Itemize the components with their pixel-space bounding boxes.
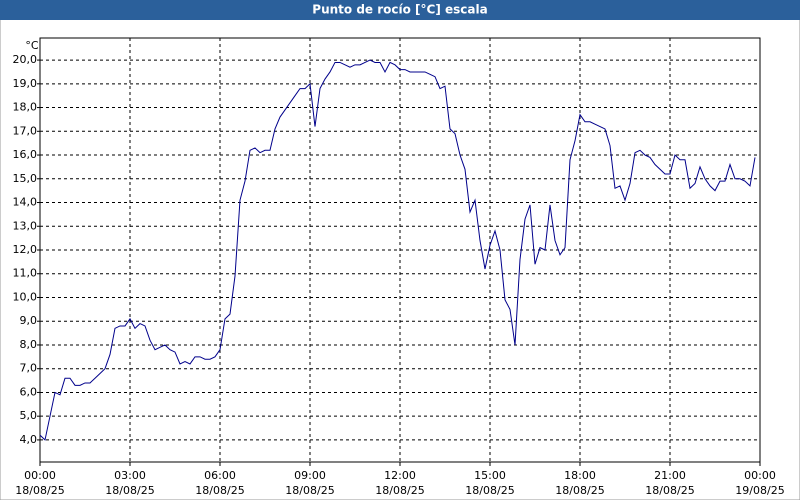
x-tick-date: 18/08/25	[375, 484, 424, 497]
y-tick-label: 11,0	[13, 267, 38, 280]
x-tick-label: 00:00	[24, 469, 56, 482]
y-tick-label: 10,0	[13, 290, 38, 303]
x-tick-label: 00:00	[744, 469, 776, 482]
x-tick-date: 18/08/25	[555, 484, 604, 497]
x-tick-label: 06:00	[204, 469, 236, 482]
x-tick-label: 18:00	[564, 469, 596, 482]
x-tick-date: 18/08/25	[15, 484, 64, 497]
data-line	[39, 59, 756, 441]
x-tick-label: 21:00	[654, 469, 686, 482]
x-tick-date: 18/08/25	[465, 484, 514, 497]
y-tick-label: 12,0	[13, 243, 38, 256]
y-tick-label: 13,0	[13, 219, 38, 232]
chart-title: Punto de rocío [°C] escala	[312, 3, 487, 17]
x-tick-date: 18/08/25	[645, 484, 694, 497]
y-tick-label: 8,0	[20, 338, 38, 351]
x-tick-label: 15:00	[474, 469, 506, 482]
title-bar	[0, 0, 800, 20]
plot-border	[39, 37, 761, 463]
y-tick-label: 14,0	[13, 196, 38, 209]
y-tick-label: 5,0	[20, 409, 38, 422]
x-tick-date: 18/08/25	[105, 484, 154, 497]
y-tick-label: 15,0	[13, 172, 38, 185]
x-tick-label: 09:00	[294, 469, 326, 482]
y-tick-label: 4,0	[20, 433, 38, 446]
y-tick-label: 16,0	[13, 148, 38, 161]
y-tick-label: 20,0	[13, 53, 38, 66]
y-tick-label: 17,0	[13, 124, 38, 137]
x-tick-date: 18/08/25	[195, 484, 244, 497]
y-tick-label: 18,0	[13, 101, 38, 114]
x-tick-date: 19/08/25	[735, 484, 784, 497]
x-tick-label: 03:00	[114, 469, 146, 482]
x-tick-date: 18/08/25	[285, 484, 334, 497]
y-tick-label: 9,0	[20, 314, 38, 327]
y-tick-label: 7,0	[20, 362, 38, 375]
y-unit: °C	[25, 39, 39, 52]
y-tick-label: 19,0	[13, 77, 38, 90]
y-tick-label: 6,0	[20, 385, 38, 398]
x-tick-label: 12:00	[384, 469, 416, 482]
